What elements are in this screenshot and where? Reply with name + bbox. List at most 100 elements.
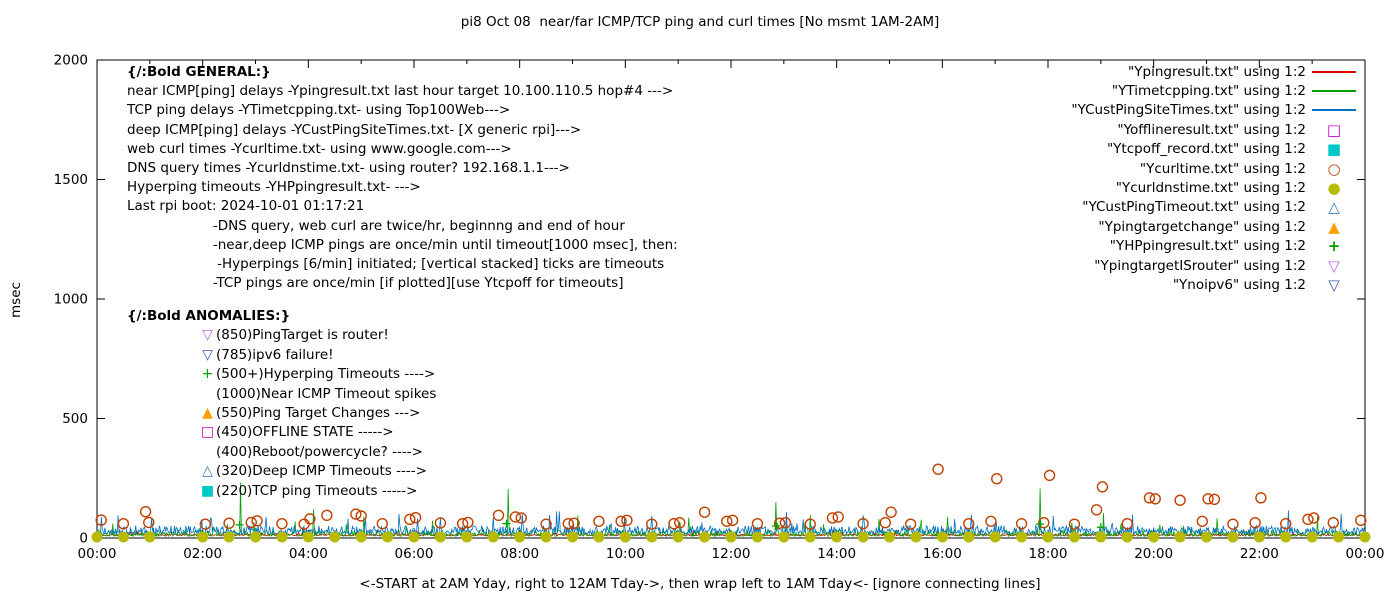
circle-open-marker — [462, 516, 474, 529]
circle-open-marker — [1202, 493, 1214, 505]
nabla-open-glyph-icon: ▽ — [1328, 275, 1340, 294]
circle-open-marker — [376, 517, 388, 530]
circle-open-marker — [1174, 494, 1186, 506]
legend-entry: "Ycurltime.txt" using 1:2 ○ — [1022, 159, 1362, 178]
circle-open-marker — [879, 517, 891, 529]
circle-open-marker — [963, 517, 975, 530]
legend-entry-label: "YCustPingTimeout.txt" using 1:2 — [1082, 199, 1306, 216]
general-annotation-line: {/:Bold GENERAL:} — [127, 64, 271, 80]
circle-open-marker — [1355, 514, 1367, 527]
legend-entry-label: "YTimetcpping.txt" using 1:2 — [1111, 83, 1306, 100]
circle-open-marker — [492, 509, 505, 521]
circle-open-marker — [139, 506, 152, 518]
y-tick-label: 0 — [79, 531, 88, 547]
circle-open-marker — [562, 517, 574, 530]
line-marker-icon — [1306, 109, 1362, 112]
circle-open-marker — [1015, 517, 1028, 530]
circle-open-marker — [143, 516, 155, 529]
circle-open-marker — [1096, 481, 1109, 493]
anomalies-annotations: {/:Bold ANOMALIES:} ▽ (850)PingTarget is r… — [127, 307, 436, 501]
circle-filled-marker — [144, 531, 156, 543]
circle-filled-marker — [197, 531, 209, 543]
circle-open-marker — [434, 517, 447, 529]
general-annotation-line: -near,deep ICMP pings are once/min until… — [127, 236, 678, 253]
y-tick-label: 500 — [62, 411, 88, 427]
circle-filled-marker — [1253, 531, 1265, 543]
circle-filled-marker — [276, 531, 288, 543]
circle-open-marker — [1121, 517, 1133, 530]
legend-entry-label: "YHPpingresult.txt" using 1:2 — [1109, 238, 1306, 255]
anomaly-marker-icon: □ — [200, 424, 215, 441]
circle-open-marker — [95, 514, 107, 526]
line-sample-icon — [1312, 109, 1356, 112]
legend-entry-label: "Ynoipv6" using 1:2 — [1172, 276, 1306, 293]
circle-filled-marker — [302, 531, 314, 543]
circle-filled-marker — [699, 531, 711, 543]
triangle-open-marker-icon: △ — [1306, 198, 1362, 217]
circle-filled-marker — [355, 531, 367, 543]
chart-title: pi8 Oct 08 near/far ICMP/TCP ping and cu… — [460, 14, 940, 30]
x-tick-label: 22:00 — [1240, 546, 1279, 562]
general-annotation-line: web curl times -Ycurltime.txt- using www… — [127, 140, 512, 157]
nabla-open-glyph-icon: ▽ — [1328, 256, 1340, 275]
circle-open-marker — [1280, 517, 1292, 530]
anomaly-text: (550)Ping Target Changes ---> — [216, 405, 421, 422]
circle-open-marker — [117, 517, 130, 530]
anomaly-marker-icon: ■ — [200, 482, 215, 499]
circle-open-marker — [350, 508, 362, 520]
anomaly-item: (400)Reboot/powercycle? ----> — [127, 443, 436, 462]
circle-filled-marker — [540, 531, 552, 543]
legend-entry: "YCustPingSiteTimes.txt" using 1:2 — [1022, 101, 1362, 120]
line-sample-icon — [1312, 70, 1356, 73]
legend-entry: "Ynoipv6" using 1:2 ▽ — [1022, 275, 1362, 294]
anomaly-text: (500+)Hyperping Timeouts ----> — [216, 366, 436, 383]
circle-open-marker — [1068, 518, 1081, 530]
circle-open-marker — [991, 473, 1003, 485]
circle-open-marker-icon: ○ — [1306, 161, 1362, 176]
circle-filled-marker — [936, 531, 948, 543]
x-tick-label: 12:00 — [712, 546, 751, 562]
general-annotation-line: -DNS query, web curl are twice/hr, begin… — [127, 217, 625, 234]
y-axis-label: msec — [8, 282, 24, 318]
legend-entry: "Ypingtargetchange" using 1:2 ▲ — [1022, 217, 1362, 236]
circle-filled-marker — [1148, 531, 1160, 543]
circle-filled-marker — [1359, 531, 1371, 543]
anomaly-marker-icon: ▽ — [202, 346, 213, 363]
anomaly-marker-icon: ▲ — [202, 405, 213, 422]
general-annotation-line: deep ICMP[ping] delays -YCustPingSiteTim… — [127, 121, 582, 138]
circle-open-marker — [404, 513, 416, 526]
legend-entry: "YCustPingTimeout.txt" using 1:2 △ — [1022, 198, 1362, 217]
circle-open-marker — [1196, 515, 1208, 527]
circle-open-marker — [276, 517, 288, 530]
anomaly-text: (320)Deep ICMP Timeouts ----> — [216, 463, 427, 480]
anomaly-marker-icon: ▽ — [202, 327, 213, 344]
legend-entry: "YTimetcpping.txt" using 1:2 — [1022, 81, 1362, 100]
circle-open-marker — [509, 511, 522, 523]
legend-entry: "YHPpingresult.txt" using 1:2 + — [1022, 237, 1362, 256]
legend: "Ypingresult.txt" using 1:2 "YTimetcpping… — [1022, 62, 1362, 295]
circle-open-marker — [1143, 492, 1156, 504]
circle-filled-marker — [884, 531, 895, 543]
circle-filled-marker — [1068, 531, 1080, 543]
circle-open-marker — [773, 517, 786, 529]
circle-open-marker — [1327, 517, 1340, 529]
legend-entry-label: "YpingtargetISrouter" using 1:2 — [1094, 257, 1306, 274]
circle-open-marker — [885, 506, 897, 518]
circle-filled-marker — [831, 531, 843, 543]
circle-open-marker — [245, 516, 257, 529]
legend-entry: "Ycurldnstime.txt" using 1:2 ● — [1022, 178, 1362, 197]
legend-entry-label: "YCustPingSiteTimes.txt" using 1:2 — [1071, 102, 1306, 119]
x-tick-label: 14:00 — [817, 546, 856, 562]
legend-entry-label: "Ycurltime.txt" using 1:2 — [1139, 160, 1306, 177]
triangle-open-glyph-icon: △ — [1328, 198, 1340, 217]
x-tick-label: 04:00 — [289, 546, 328, 562]
circle-filled-marker — [117, 531, 129, 543]
anomaly-item: ▲ (550)Ping Target Changes ---> — [127, 404, 436, 423]
circle-filled-marker — [963, 531, 975, 543]
general-annotation-line: -TCP pings are once/min [if plotted][use… — [127, 275, 624, 292]
plus-marker-icon: + — [1306, 239, 1362, 254]
circle-filled-marker — [646, 531, 658, 543]
line-marker-icon — [1306, 90, 1362, 93]
